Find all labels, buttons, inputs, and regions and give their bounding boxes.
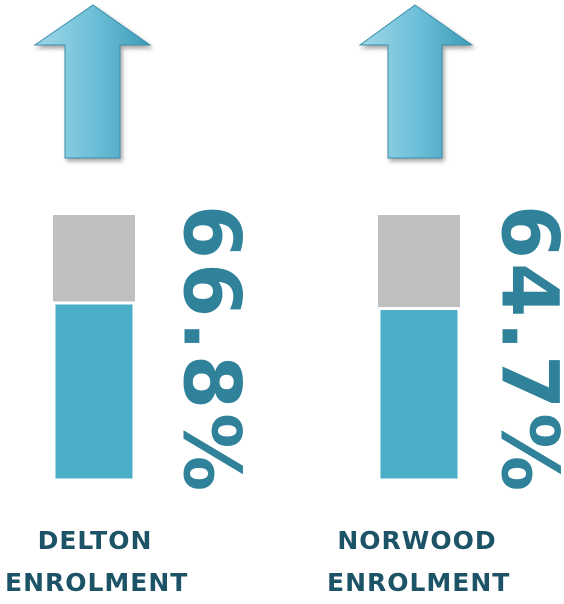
arrow <box>33 4 152 159</box>
category-label: DELTON ENROLMENT <box>5 526 189 597</box>
value-label: 66.8% <box>166 205 256 496</box>
bar <box>52 301 136 482</box>
category-label: NORWOOD ENROLMENT <box>327 526 511 597</box>
arrow <box>358 4 474 159</box>
value-label: 64.7% <box>484 205 564 496</box>
bar <box>377 307 461 482</box>
